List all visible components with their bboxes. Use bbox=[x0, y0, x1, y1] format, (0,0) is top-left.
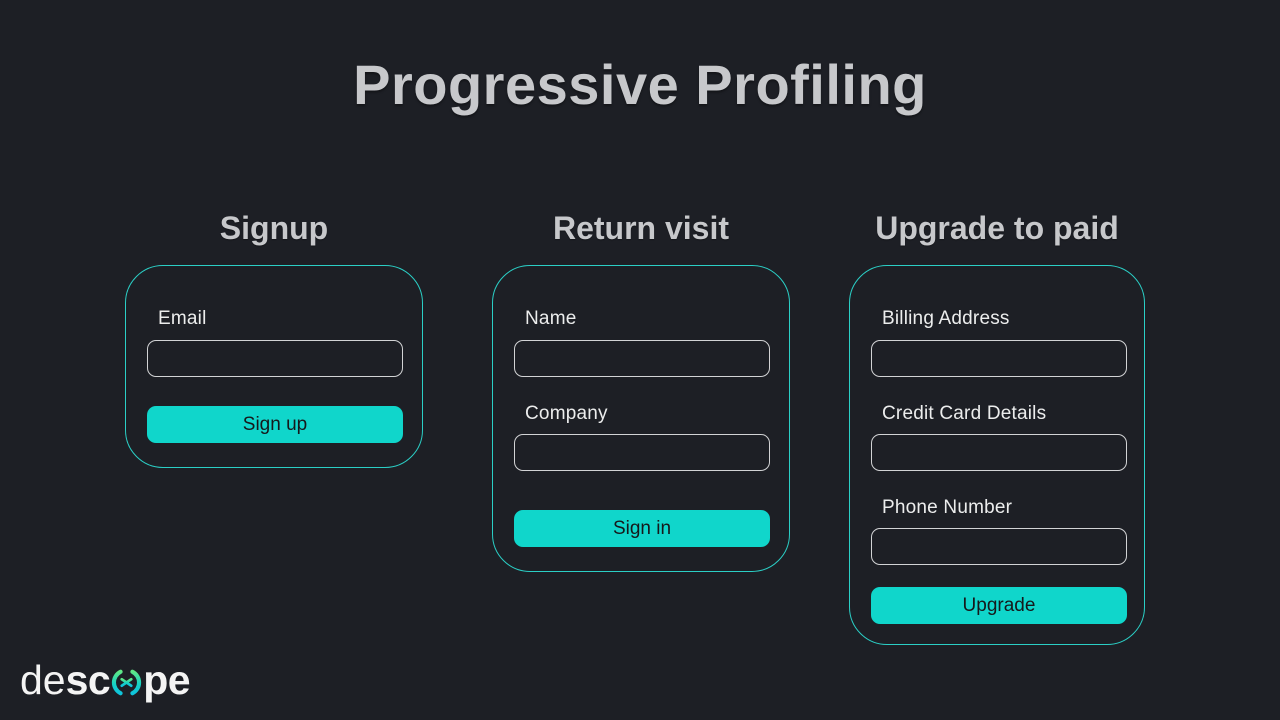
company-label: Company bbox=[525, 403, 608, 424]
phone-number-label: Phone Number bbox=[882, 497, 1013, 518]
sign-in-button[interactable]: Sign in bbox=[514, 510, 770, 547]
email-input[interactable] bbox=[147, 340, 403, 377]
return-visit-card: Name Company Sign in bbox=[492, 265, 790, 572]
page-title: Progressive Profiling bbox=[353, 53, 927, 116]
billing-address-label: Billing Address bbox=[882, 308, 1010, 329]
name-input[interactable] bbox=[514, 340, 770, 377]
descope-asterisk-icon bbox=[112, 669, 142, 695]
name-label: Name bbox=[525, 308, 577, 329]
sign-up-button[interactable]: Sign up bbox=[147, 406, 403, 443]
phone-number-input[interactable] bbox=[871, 528, 1127, 565]
column-header-return-visit: Return visit bbox=[552, 210, 730, 246]
upgrade-button[interactable]: Upgrade bbox=[871, 587, 1127, 624]
signup-card: Email Sign up bbox=[125, 265, 423, 468]
descope-logo: de sc pe bbox=[20, 656, 191, 703]
billing-address-input[interactable] bbox=[871, 340, 1127, 377]
company-input[interactable] bbox=[514, 434, 770, 471]
credit-card-details-input[interactable] bbox=[871, 434, 1127, 471]
column-header-signup: Signup bbox=[219, 210, 329, 246]
logo-text-sc: sc bbox=[65, 656, 111, 703]
credit-card-details-label: Credit Card Details bbox=[882, 403, 1047, 424]
logo-text-de: de bbox=[20, 656, 66, 703]
logo-text-pe: pe bbox=[143, 656, 191, 703]
email-label: Email bbox=[158, 308, 207, 329]
column-header-upgrade-to-paid: Upgrade to paid bbox=[875, 210, 1119, 246]
upgrade-card: Billing Address Credit Card Details Phon… bbox=[849, 265, 1145, 645]
